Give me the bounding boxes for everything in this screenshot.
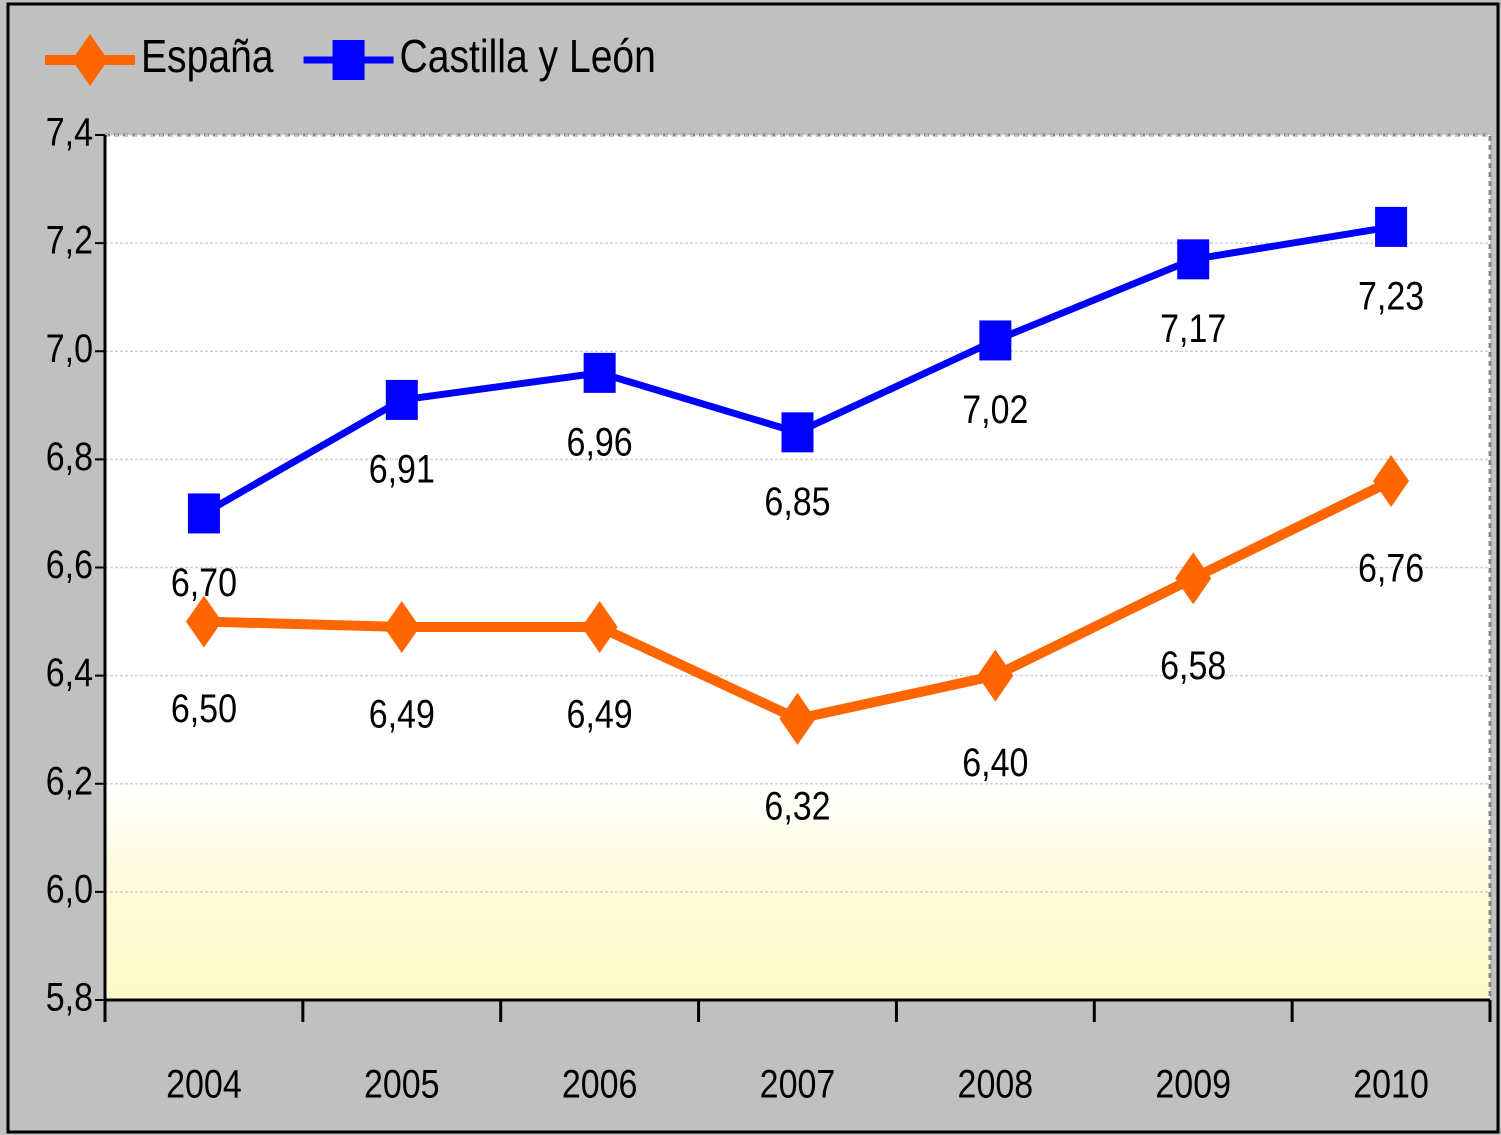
marker — [1175, 552, 1212, 605]
data-label: 7,23 — [1358, 273, 1424, 318]
marker — [979, 320, 1012, 361]
marker — [185, 595, 222, 648]
y-tick-label: 7,2 — [46, 217, 93, 262]
marker — [187, 493, 220, 534]
y-tick-label: 7,0 — [46, 325, 93, 370]
marker — [1177, 239, 1210, 280]
data-label: 6,70 — [171, 559, 237, 604]
marker — [1375, 206, 1408, 247]
marker — [385, 379, 418, 420]
y-tick-label: 6,0 — [46, 866, 93, 911]
legend-marker — [72, 34, 108, 86]
x-tick-label: 2006 — [562, 1061, 638, 1106]
marker — [1373, 455, 1410, 507]
legend-marker — [332, 40, 365, 80]
data-label: 6,96 — [567, 419, 633, 464]
data-label: 7,17 — [1160, 305, 1226, 350]
marker — [383, 600, 420, 653]
x-tick-label: 2010 — [1353, 1061, 1429, 1106]
data-label: 6,58 — [1160, 642, 1226, 687]
data-label: 6,49 — [369, 691, 435, 736]
x-tick-label: 2005 — [364, 1061, 440, 1106]
data-label: 6,49 — [567, 691, 633, 736]
legend-label: España — [141, 31, 274, 83]
data-label: 6,85 — [764, 478, 830, 523]
marker — [581, 600, 618, 653]
data-label: 6,32 — [764, 783, 830, 828]
marker — [779, 692, 816, 745]
y-tick-label: 6,6 — [46, 541, 93, 586]
marker — [781, 412, 814, 453]
data-label: 6,50 — [171, 685, 237, 730]
data-label: 6,40 — [962, 740, 1028, 785]
data-label: 7,02 — [962, 386, 1028, 431]
legend-label: Castilla y León — [400, 31, 656, 83]
y-tick-label: 6,8 — [46, 433, 93, 478]
y-tick-label: 7,4 — [46, 109, 93, 154]
data-label: 6,91 — [369, 446, 435, 491]
marker — [583, 352, 616, 393]
y-tick-label: 5,8 — [46, 974, 93, 1019]
x-tick-label: 2008 — [958, 1061, 1034, 1106]
y-tick-label: 6,2 — [46, 758, 93, 803]
x-tick-label: 2007 — [760, 1061, 836, 1106]
x-tick-label: 2004 — [166, 1061, 242, 1106]
x-tick-label: 2009 — [1155, 1061, 1231, 1106]
y-tick-label: 6,4 — [46, 650, 93, 695]
marker — [977, 649, 1014, 702]
data-label: 6,76 — [1358, 545, 1424, 590]
